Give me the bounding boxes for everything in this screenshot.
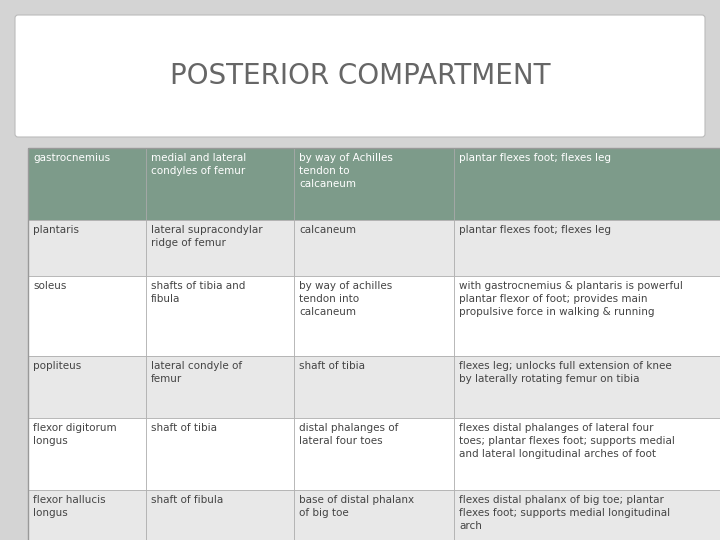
Text: lateral condyle of
femur: lateral condyle of femur: [151, 361, 242, 384]
Bar: [294, 148, 454, 220]
Text: with gastrocnemius & plantaris is powerful
plantar flexor of foot; provides main: with gastrocnemius & plantaris is powerf…: [459, 281, 683, 316]
Bar: [28, 490, 146, 540]
Bar: [28, 220, 146, 276]
Bar: [28, 148, 146, 220]
Bar: [28, 418, 146, 490]
Bar: [454, 356, 720, 418]
Text: shaft of tibia: shaft of tibia: [151, 423, 217, 433]
Text: plantar flexes foot; flexes leg: plantar flexes foot; flexes leg: [459, 225, 611, 235]
Text: medial and lateral
condyles of femur: medial and lateral condyles of femur: [151, 153, 246, 176]
Bar: [294, 356, 454, 418]
Text: base of distal phalanx
of big toe: base of distal phalanx of big toe: [299, 495, 414, 518]
Text: flexes distal phalanges of lateral four
toes; plantar flexes foot; supports medi: flexes distal phalanges of lateral four …: [459, 423, 675, 458]
Bar: [454, 148, 720, 220]
Text: flexes distal phalanx of big toe; plantar
flexes foot; supports medial longitudi: flexes distal phalanx of big toe; planta…: [459, 495, 670, 531]
Bar: [146, 490, 294, 540]
Bar: [146, 276, 294, 356]
Text: shaft of tibia: shaft of tibia: [299, 361, 365, 371]
Text: calcaneum: calcaneum: [299, 225, 356, 235]
Text: distal phalanges of
lateral four toes: distal phalanges of lateral four toes: [299, 423, 398, 446]
Text: by way of achilles
tendon into
calcaneum: by way of achilles tendon into calcaneum: [299, 281, 392, 316]
Text: plantaris: plantaris: [33, 225, 79, 235]
Bar: [454, 490, 720, 540]
Bar: [454, 418, 720, 490]
Bar: [294, 490, 454, 540]
Text: plantar flexes foot; flexes leg: plantar flexes foot; flexes leg: [459, 153, 611, 163]
Bar: [146, 220, 294, 276]
Text: by way of Achilles
tendon to
calcaneum: by way of Achilles tendon to calcaneum: [299, 153, 393, 188]
Bar: [28, 148, 720, 540]
Text: shafts of tibia and
fibula: shafts of tibia and fibula: [151, 281, 246, 304]
Bar: [294, 276, 454, 356]
Text: flexes leg; unlocks full extension of knee
by laterally rotating femur on tibia: flexes leg; unlocks full extension of kn…: [459, 361, 672, 384]
Text: flexor hallucis
longus: flexor hallucis longus: [33, 495, 106, 518]
Text: flexor digitorum
longus: flexor digitorum longus: [33, 423, 117, 446]
Text: popliteus: popliteus: [33, 361, 81, 371]
Bar: [146, 418, 294, 490]
Bar: [454, 220, 720, 276]
Bar: [146, 356, 294, 418]
Bar: [294, 418, 454, 490]
Text: lateral supracondylar
ridge of femur: lateral supracondylar ridge of femur: [151, 225, 263, 248]
Text: gastrocnemius: gastrocnemius: [33, 153, 110, 163]
Bar: [28, 276, 146, 356]
Text: POSTERIOR COMPARTMENT: POSTERIOR COMPARTMENT: [170, 62, 550, 90]
Bar: [454, 276, 720, 356]
Bar: [294, 220, 454, 276]
Bar: [28, 356, 146, 418]
FancyBboxPatch shape: [15, 15, 705, 137]
Text: soleus: soleus: [33, 281, 66, 291]
Bar: [146, 148, 294, 220]
Text: shaft of fibula: shaft of fibula: [151, 495, 223, 505]
